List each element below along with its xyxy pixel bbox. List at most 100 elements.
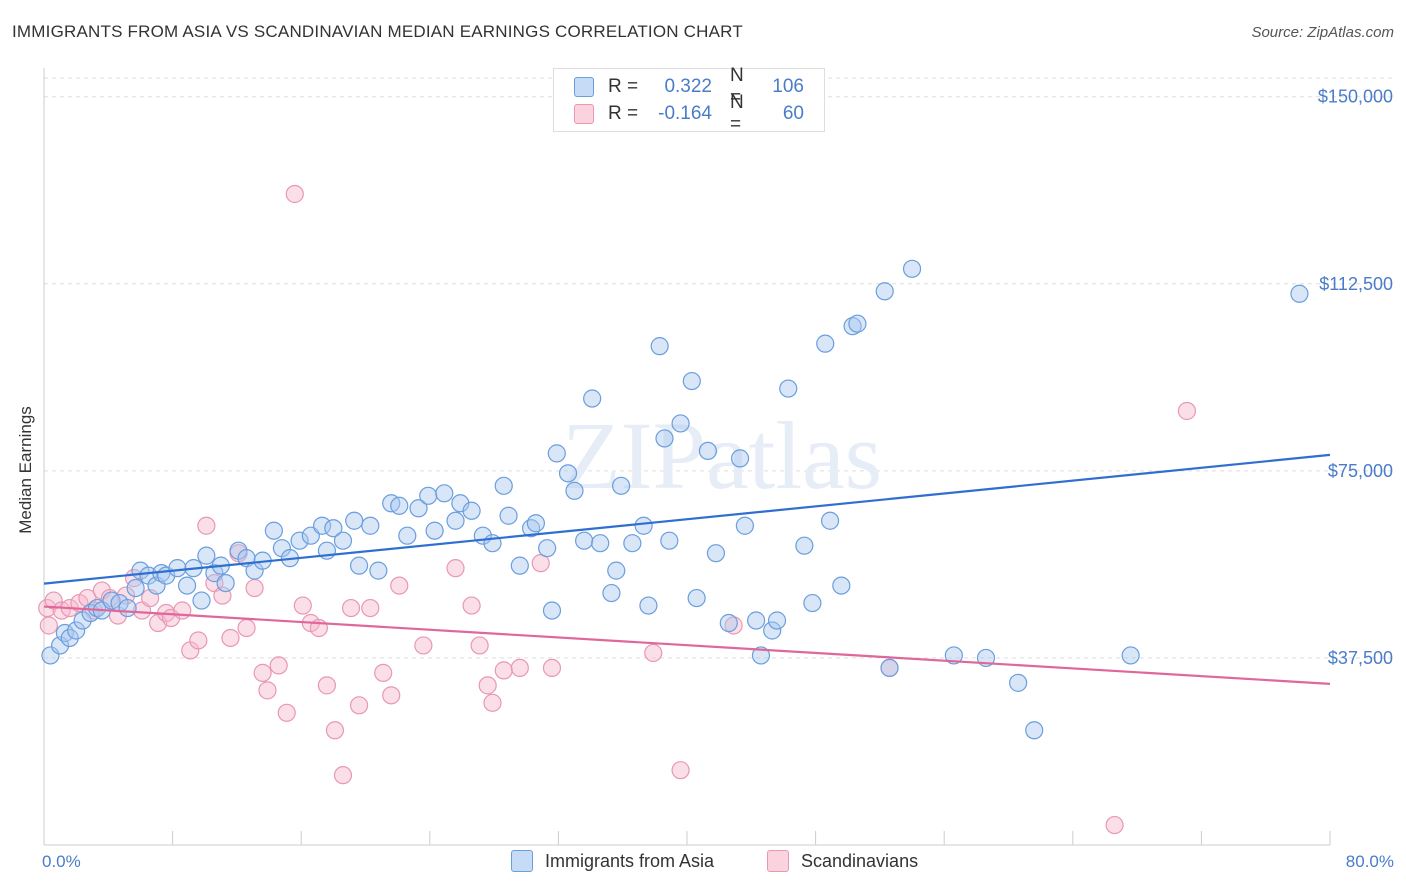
- asia-point: [510, 556, 529, 575]
- asia-point: [660, 531, 679, 550]
- scandinavian-point: [462, 596, 481, 615]
- asia-point: [607, 561, 626, 580]
- asia-point: [650, 337, 669, 356]
- scandinavian-point: [510, 658, 529, 678]
- asia-point: [565, 481, 584, 500]
- y-tick-label: $37,500: [1328, 648, 1393, 668]
- scandinavian-point: [374, 663, 393, 682]
- n-label: N =: [730, 65, 744, 108]
- stats-row-blue: R = 0.322 N = 106: [574, 65, 804, 108]
- scandinavian-point: [349, 696, 369, 715]
- asia-point: [499, 506, 518, 525]
- n-label: N =: [730, 92, 744, 135]
- asia-point: [623, 534, 642, 553]
- y-tick-label: $112,500: [1319, 274, 1393, 294]
- source-label: Source: ZipAtlas.com: [1251, 24, 1394, 41]
- asia-point: [875, 282, 894, 301]
- asia-point: [177, 576, 197, 595]
- scandinavian-point: [245, 578, 264, 598]
- asia-point: [751, 646, 771, 665]
- asia-point: [880, 658, 899, 678]
- asia-point: [67, 621, 86, 640]
- y-axis-label: Median Earnings: [16, 406, 35, 534]
- asia-point: [767, 611, 787, 630]
- legend-item-asia[interactable]: Immigrants from Asia: [511, 850, 714, 872]
- pink-swatch: [574, 104, 594, 124]
- asia-point: [730, 449, 750, 468]
- scandinavian-point: [269, 656, 288, 675]
- asia-point: [944, 646, 963, 665]
- asia-point: [902, 259, 922, 278]
- stats-legend: R = 0.322 N = 106 R = -0.164 N = 60: [553, 65, 825, 135]
- asia-point: [349, 556, 369, 575]
- r-label: R =: [608, 103, 639, 124]
- asia-point: [803, 593, 822, 613]
- asia-point: [747, 611, 766, 630]
- asia-point: [795, 536, 814, 555]
- asia-point: [698, 441, 717, 460]
- asia-point: [216, 573, 235, 593]
- scandinavian-point: [644, 643, 663, 663]
- asia-point: [192, 591, 211, 610]
- asia-point: [526, 514, 545, 533]
- n-value: 60: [782, 103, 804, 124]
- scandinavian-point: [325, 721, 345, 740]
- watermark: ZIPatlas: [562, 402, 882, 509]
- asia-point: [126, 578, 145, 598]
- asia-point: [446, 511, 465, 530]
- asia-point: [290, 531, 309, 550]
- asia-point: [682, 371, 701, 391]
- asia-point: [719, 613, 738, 633]
- asia-point: [419, 486, 438, 505]
- asia-point: [575, 531, 594, 550]
- r-value: 0.322: [664, 76, 712, 97]
- asia-point: [611, 476, 631, 495]
- asia-point: [843, 317, 862, 336]
- asia-point: [816, 334, 835, 353]
- asia-point: [639, 596, 658, 615]
- asia-point: [118, 598, 137, 618]
- asia-point: [197, 546, 216, 565]
- asia-point: [779, 379, 798, 398]
- x-tick-min: 0.0%: [42, 852, 81, 871]
- asia-point: [462, 501, 481, 520]
- scandinavian-point: [414, 636, 433, 655]
- scandinavian-point: [333, 766, 353, 785]
- asia-point: [706, 544, 726, 563]
- scandinavian-point: [671, 761, 690, 780]
- legend-swatch-pink: [767, 850, 789, 872]
- asia-point: [763, 621, 782, 640]
- asia-point: [687, 588, 706, 608]
- asia-point: [671, 414, 690, 433]
- asia-point: [820, 511, 840, 530]
- scandinavian-point: [542, 658, 562, 678]
- asia-point: [583, 389, 602, 408]
- scandinavian-point: [1105, 815, 1124, 835]
- r-value: -0.164: [658, 103, 712, 124]
- asia-point: [1025, 721, 1044, 740]
- asia-point: [409, 499, 428, 518]
- scandinavian-point: [197, 516, 216, 535]
- asia-point: [398, 526, 417, 545]
- scandinavian-point: [189, 631, 208, 650]
- scandinavian-point: [483, 693, 502, 712]
- asia-point: [60, 628, 79, 648]
- legend-item-scandinavians[interactable]: Scandinavians: [767, 850, 918, 872]
- asia-point: [591, 534, 610, 553]
- scandinavian-point: [39, 616, 58, 635]
- asia-point: [1121, 646, 1140, 665]
- asia-point: [312, 516, 332, 535]
- scandinavian-trend-line: [43, 605, 1331, 685]
- y-tick-label: $75,000: [1328, 461, 1393, 481]
- scandinavian-point: [253, 663, 272, 682]
- asia-point: [655, 429, 674, 448]
- asia-point: [542, 601, 562, 620]
- scandinavian-point: [478, 676, 497, 695]
- asia-point: [1290, 284, 1309, 303]
- scandinavian-point: [258, 681, 277, 700]
- scandinavian-point: [724, 616, 743, 635]
- asia-point: [521, 519, 541, 538]
- asia-point: [547, 444, 566, 463]
- scandinavian-point: [221, 628, 240, 648]
- asia-point: [634, 516, 653, 535]
